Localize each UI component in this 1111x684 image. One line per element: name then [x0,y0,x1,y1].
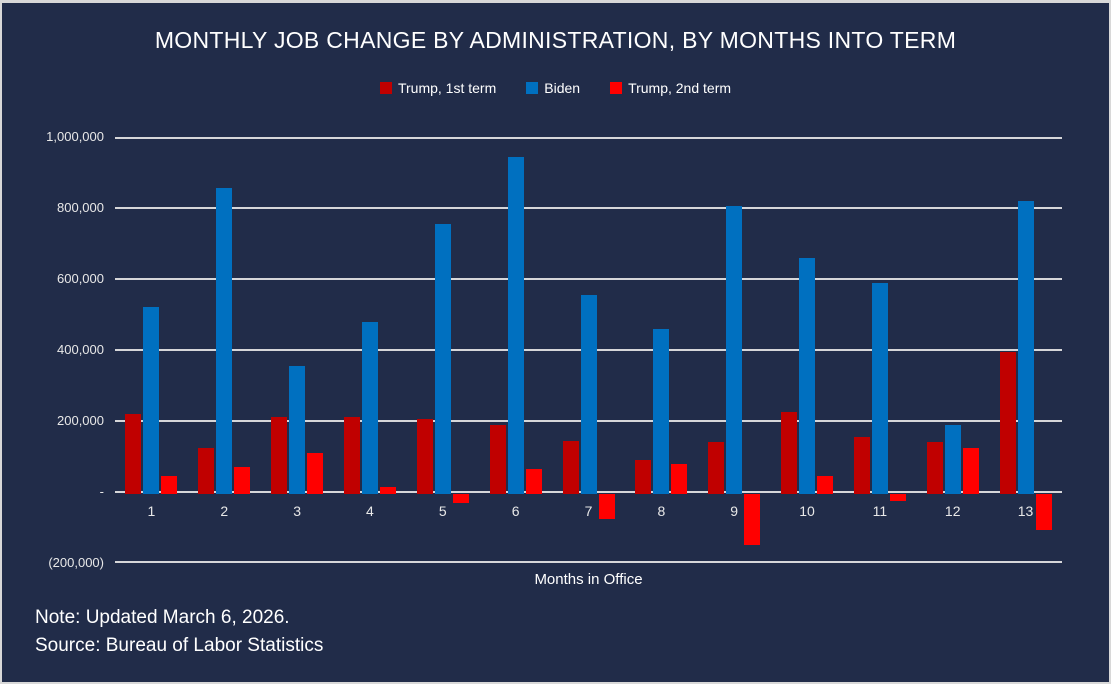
x-axis-title: Months in Office [534,571,643,588]
legend: Trump, 1st term Biden Trump, 2nd term [2,80,1109,96]
bar-biden-month-10 [799,257,816,494]
legend-swatch-biden [526,82,539,94]
bar-trump-1st-term-month-11 [853,436,870,494]
y-axis-tick-label: 800,000 [57,200,104,215]
bar-biden-month-3 [289,365,306,494]
bar-trump-2nd-term-month-10 [817,476,834,494]
y-axis-tick-label: - [99,484,104,499]
bar-biden-month-4 [361,321,378,494]
bar-trump-2nd-term-month-8 [671,463,688,494]
legend-swatch-trump-1st-term [379,82,392,94]
bar-trump-1st-term-month-10 [781,412,798,494]
bar-trump-2nd-term-month-12 [962,447,979,494]
y-axis-tick-label: 400,000 [57,342,104,357]
bar-trump-2nd-term-month-1 [161,476,178,494]
bar-biden-month-11 [871,282,888,494]
bar-trump-2nd-term-month-4 [379,486,396,494]
legend-label: Trump, 2nd term [628,80,732,96]
bar-biden-month-9 [726,206,743,494]
bar-trump-1st-term-month-2 [198,447,215,494]
bar-trump-2nd-term-month-6 [525,468,542,494]
bar-trump-1st-term-month-3 [271,417,288,494]
legend-swatch-trump-2nd-term [610,82,623,94]
bar-trump-1st-term-month-5 [416,419,433,494]
gridline [115,561,1062,563]
x-axis: 1 2 3 4 5 6 7 8 9 10 11 12 13 [115,503,1062,523]
legend-item-biden: Biden [526,80,580,96]
bar-trump-1st-term-month-12 [926,442,943,494]
y-axis-tick-label: (200,000) [48,555,104,570]
bar-biden-month-12 [944,424,961,494]
bar-trump-2nd-term-month-5 [452,494,469,503]
x-axis-tick-label: 3 [293,503,301,519]
chart-canvas: MONTHLY JOB CHANGE BY ADMINISTRATION, BY… [2,3,1109,682]
note-line: Note: Updated March 6, 2026. [35,607,290,628]
x-axis-tick-label: 5 [438,503,447,519]
x-axis-tick-label: 11 [872,503,888,519]
bar-trump-2nd-term-month-9 [744,494,761,546]
bar-biden-month-13 [1017,200,1034,494]
bar-biden-month-1 [143,307,160,494]
legend-label: Trump, 1st term [397,80,497,96]
bar-biden-month-2 [216,188,233,494]
bar-trump-1st-term-month-7 [562,440,579,494]
x-axis-tick-label: 10 [799,503,815,519]
bar-trump-1st-term-month-4 [343,417,360,494]
y-axis-tick-label: 200,000 [57,413,104,428]
y-axis-tick-label: 600,000 [57,271,104,286]
bar-trump-2nd-term-month-13 [1035,494,1052,530]
bar-biden-month-8 [653,328,670,494]
bar-trump-1st-term-month-9 [708,442,725,494]
bar-biden-month-6 [507,156,524,494]
y-axis-tick-label: 1,000,000 [46,129,104,144]
x-axis-tick-label: 2 [220,503,229,519]
source-line: Source: Bureau of Labor Statistics [35,635,324,656]
bar-trump-1st-term-month-1 [125,413,142,494]
bar-biden-month-7 [580,294,597,494]
bar-trump-1st-term-month-6 [489,424,506,494]
y-axis: 1,000,000 800,000 600,000 400,000 200,000 - (2… [2,129,104,570]
bar-trump-1st-term-month-13 [999,351,1016,494]
gridline [115,207,1062,209]
x-axis-tick-label: 7 [584,503,593,519]
plot-area [115,137,1062,563]
legend-item-trump-2nd-term: Trump, 2nd term [610,80,731,96]
x-axis-tick-label: 6 [511,503,520,519]
x-axis-tick-label: 1 [147,503,156,519]
chart-title: MONTHLY JOB CHANGE BY ADMINISTRATION, BY… [154,27,957,53]
bar-biden-month-5 [434,223,451,494]
chart-notes: Note: Updated March 6, 2026. Source: Bur… [35,604,323,660]
x-axis-tick-label: 4 [366,503,374,519]
bar-trump-2nd-term-month-3 [307,452,324,494]
gridline [115,278,1062,280]
gridline [115,137,1062,139]
bar-trump-1st-term-month-8 [635,460,652,494]
x-axis-tick-label: 9 [730,503,739,519]
x-axis-tick-label: 8 [657,503,666,519]
x-axis-tick-label: 13 [1017,503,1034,519]
bar-trump-2nd-term-month-7 [598,494,615,519]
legend-item-trump-1st-term: Trump, 1st term [379,80,497,96]
bar-trump-2nd-term-month-2 [234,467,251,494]
legend-label: Biden [544,80,581,96]
x-axis-tick-label: 12 [944,503,961,519]
bar-trump-2nd-term-month-11 [889,494,906,502]
